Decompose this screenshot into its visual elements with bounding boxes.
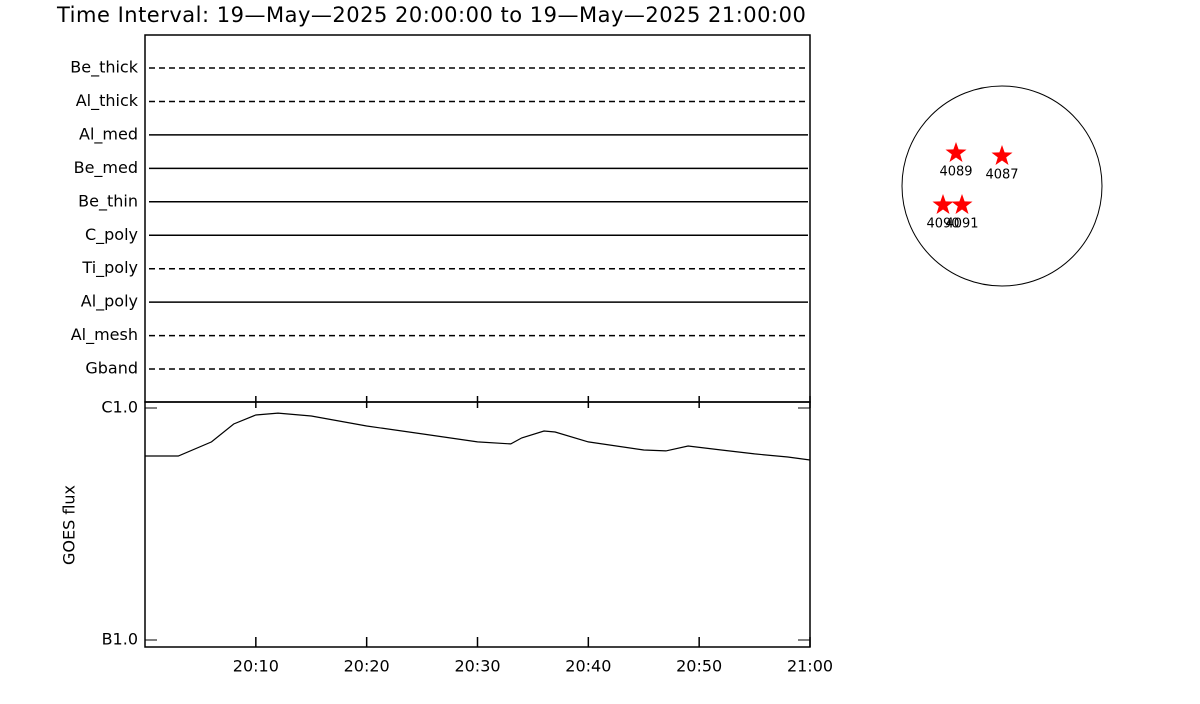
filter-label: Al_thick: [76, 91, 139, 111]
x-tick-label: 20:10: [233, 657, 279, 676]
x-tick-label: 20:50: [676, 657, 722, 676]
goes-curve: [145, 412, 811, 461]
ar-star: [991, 145, 1013, 165]
filter-label: Ti_poly: [81, 258, 138, 278]
filter-panel: [144, 34, 811, 403]
y-tick-label: B1.0: [102, 630, 138, 649]
ar-label: 4089: [939, 165, 972, 180]
x-tick-label: 20:20: [344, 657, 390, 676]
title: Time Interval: 19—May—2025 20:00:00 to 1…: [56, 3, 806, 27]
filter-label: Gband: [85, 359, 138, 378]
ar-star: [932, 194, 954, 214]
x-tick-label: 20:40: [565, 657, 611, 676]
ar-star: [945, 142, 967, 162]
x-tick-label: 20:30: [454, 657, 500, 676]
ar-star: [951, 194, 973, 214]
filter-label: Al_med: [79, 124, 138, 144]
active-regions: 4089 4087 4090 4091: [926, 142, 1019, 232]
ar-label: 4091: [945, 217, 978, 232]
x-tick-label: 21:00: [787, 657, 833, 676]
y-tick-label: C1.0: [101, 398, 138, 417]
filter-label: Al_poly: [81, 292, 138, 312]
goes-panel: [144, 401, 811, 648]
ar-label: 4087: [985, 168, 1018, 183]
sun-disk: [901, 85, 1103, 287]
filter-label: Al_mesh: [71, 325, 138, 345]
ar-label: 4090: [926, 217, 959, 232]
filter-label: Be_med: [74, 158, 138, 178]
filter-label: Be_thick: [70, 58, 138, 78]
filter-label: Be_thin: [78, 191, 138, 211]
y-axis-label: GOES flux: [60, 485, 79, 565]
filter-label: C_poly: [85, 225, 138, 245]
